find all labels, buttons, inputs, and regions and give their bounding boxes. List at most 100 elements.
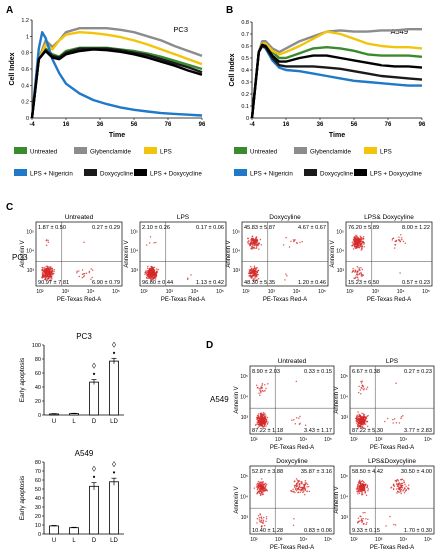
pc3-facs-3-xtick: 10⁵ <box>422 289 430 295</box>
event-dot <box>260 386 262 388</box>
event-dot <box>259 389 261 392</box>
a549-bar-title: A549 <box>75 449 94 458</box>
pc3-facs-3-xtick: 10² <box>346 289 354 295</box>
event-dot <box>257 422 259 425</box>
event-dot <box>294 486 296 489</box>
event-dot <box>261 386 263 389</box>
a549-facs-3-xtick: 10⁴ <box>399 537 407 543</box>
event-dot <box>355 247 358 250</box>
a549-line-ytick-label: 0.4 <box>241 68 249 74</box>
event-dot <box>285 236 287 239</box>
event-dot <box>264 484 266 486</box>
a549-facs-2-dots <box>253 478 311 528</box>
event-dot <box>364 484 367 487</box>
event-dot <box>254 268 257 270</box>
pc3-bar-ytick-label: 40 <box>35 385 41 391</box>
event-dot <box>295 380 298 383</box>
a549-facs-0-q3: 87.22 ± 1.18 <box>252 428 283 434</box>
event-dot <box>49 279 52 281</box>
legend-b-swatch-lps_doxy <box>354 169 367 176</box>
a549-bar-ytick-label: 80 <box>35 460 41 466</box>
event-dot <box>266 423 269 425</box>
event-dot <box>286 274 288 277</box>
a549-facs-1-q1: 6.67 ± 0.38 <box>352 369 380 375</box>
event-dot <box>256 417 259 420</box>
pc3-facs-3-q3: 15.23 ± 6.50 <box>348 280 379 286</box>
event-dot <box>357 391 360 394</box>
legend-b-swatch-untreated <box>234 147 247 154</box>
event-dot <box>395 382 397 384</box>
event-dot <box>397 490 399 493</box>
a549-facs-0-title: Untreated <box>278 358 307 365</box>
event-dot <box>259 423 261 425</box>
a549-facs-0-xtick: 10⁵ <box>324 437 332 443</box>
event-dot <box>359 481 362 483</box>
event-dot <box>155 273 157 276</box>
event-dot <box>360 382 363 384</box>
event-dot <box>156 270 158 273</box>
panel-letter-b: B <box>226 5 233 16</box>
pc3-bar-xtick-label-U: U <box>52 419 56 425</box>
a549-facs-3-ylabel: Annexin V <box>334 486 340 513</box>
event-dot <box>149 274 151 276</box>
a549-bar-bar-U <box>49 525 59 535</box>
event-dot <box>82 275 85 278</box>
event-dot <box>398 239 400 242</box>
event-dot <box>403 479 405 482</box>
event-dot <box>78 270 80 272</box>
event-dot <box>82 273 85 275</box>
event-dot <box>394 524 397 526</box>
event-dot <box>398 482 401 484</box>
event-dot <box>360 273 363 275</box>
event-dot <box>267 421 269 423</box>
event-dot <box>364 491 367 494</box>
event-dot <box>394 243 396 246</box>
event-dot <box>361 480 364 482</box>
event-dot <box>259 394 261 396</box>
pc3-bar-xtick-label-L: L <box>72 419 76 425</box>
event-dot <box>358 268 360 270</box>
event-dot <box>265 421 268 423</box>
event-dot <box>260 493 262 496</box>
pc3-line-xlabel: Time <box>109 132 125 139</box>
event-dot <box>47 239 49 242</box>
event-dot <box>47 275 49 277</box>
event-dot <box>361 268 364 271</box>
event-dot <box>260 516 263 518</box>
a549-facs-1-xtick: 10⁴ <box>399 437 407 443</box>
event-dot <box>247 243 250 245</box>
event-dot <box>355 416 358 419</box>
event-dot <box>265 520 267 522</box>
pc3-bar-ytick-label: 60 <box>35 371 41 377</box>
event-dot <box>294 491 296 494</box>
event-dot <box>354 240 356 243</box>
event-dot <box>265 483 268 486</box>
event-dot <box>265 517 268 520</box>
a549-bar-bar-LD <box>109 481 119 535</box>
pc3-facs-0-q3: 90.97 ± 7.81 <box>38 280 69 286</box>
a549-bar-bar-L <box>69 527 79 535</box>
event-dot <box>250 242 252 245</box>
a549-facs-1-xtick: 10³ <box>375 437 383 443</box>
event-dot <box>157 268 160 271</box>
event-dot <box>297 480 300 483</box>
a549-facs-3-dots <box>355 478 410 527</box>
event-dot <box>258 516 261 519</box>
event-dot <box>261 490 263 493</box>
event-dot <box>360 422 363 424</box>
event-dot <box>304 488 306 491</box>
event-dot <box>251 275 253 277</box>
event-dot <box>357 242 359 245</box>
event-dot <box>262 411 265 414</box>
a549-facs-0-ytick: 10⁵ <box>240 374 248 380</box>
a549-facs-0-q1: 8.90 ± 2.03 <box>252 369 280 375</box>
pc3-facs-2-title: Doxycyline <box>269 214 301 221</box>
event-dot <box>51 270 53 272</box>
event-dot <box>367 488 370 490</box>
event-dot <box>46 273 49 276</box>
pc3-facs-3-ylabel: Annexin V <box>330 240 336 267</box>
event-dot <box>249 276 252 278</box>
event-dot <box>264 485 267 488</box>
event-dot <box>367 518 369 521</box>
event-dot <box>360 486 362 488</box>
